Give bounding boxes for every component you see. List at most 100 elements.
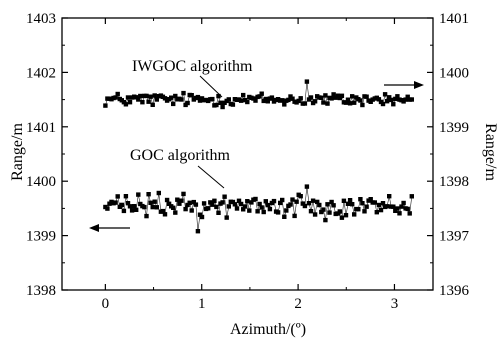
annotation-goc-pointer [197,165,225,189]
data-point [300,201,305,206]
data-point [138,93,143,99]
data-point [214,102,219,108]
data-point [280,197,285,203]
data-point [249,200,254,205]
data-point [343,100,349,105]
data-point [173,93,178,99]
data-point [345,201,351,206]
data-point [214,204,219,210]
data-point [206,206,211,211]
data-point [265,99,270,104]
data-point [261,209,266,215]
data-point [171,205,176,210]
y-axis-title-right: Range/m [482,123,499,181]
data-point [185,100,190,106]
data-point [169,95,174,100]
data-point [405,94,410,99]
y-right-tick-label: 1401 [439,11,469,27]
data-point [290,197,295,202]
data-point [360,102,365,108]
data-point [284,208,289,213]
data-point [140,100,145,105]
data-point [136,97,141,102]
data-point [380,201,386,206]
data-point [347,198,353,203]
data-point [197,212,203,217]
data-point [230,102,236,107]
data-point [177,201,182,206]
data-point [319,209,324,215]
x-tick-label: 1 [198,296,206,312]
data-point [315,199,320,205]
data-point [350,202,355,207]
data-point [321,207,326,212]
data-point [401,200,406,206]
data-point [364,94,369,99]
data-point [331,92,336,97]
y-axis-title-left: Range/m [9,123,26,181]
data-point [271,198,277,204]
x-tick-label: 0 [102,296,110,312]
data-point [243,204,248,209]
data-point [306,201,312,206]
data-point [154,205,159,210]
arrow-right-head [414,81,424,89]
data-point [132,204,137,209]
data-point [171,101,176,107]
data-point [146,99,151,104]
data-point [201,201,207,206]
data-point [263,96,268,102]
data-point [115,194,120,199]
data-point [230,199,236,205]
data-point [384,204,390,209]
annotations: IWGOC algorithm GOC algorithm [89,58,424,232]
data-point [125,201,131,206]
data-point [127,204,133,209]
data-point [115,91,120,97]
data-point [129,208,135,213]
data-series [103,79,414,234]
data-point [312,99,318,104]
data-point [148,94,153,99]
y-right-tick-label: 1396 [439,283,470,299]
data-point [154,97,159,102]
data-point [335,93,340,98]
data-point [241,207,246,212]
data-point [144,213,149,219]
data-point [195,229,201,234]
data-point [339,93,345,98]
data-point [189,208,194,213]
data-point [253,196,258,202]
data-point [372,200,377,205]
data-point [364,204,369,209]
data-point [387,194,392,199]
data-point [197,98,203,103]
data-point [193,202,199,207]
data-point [391,102,396,107]
x-axis-title: Azimuth/(º) [230,321,306,338]
data-point [164,197,170,203]
data-point [397,211,402,216]
data-point [257,201,262,207]
data-point [298,194,303,199]
axis-ticks [62,17,433,291]
data-point [148,200,153,205]
data-point [391,204,396,209]
data-point [356,207,361,212]
arrow-right-axis [384,81,424,89]
data-point [195,94,201,100]
series-goc [103,184,414,234]
data-point [362,209,367,214]
data-point [275,210,281,215]
data-point [150,102,155,107]
y-right-tick-label: 1397 [439,229,470,245]
data-point [308,95,314,100]
data-point [304,184,310,189]
data-point [224,215,229,220]
data-point [325,202,330,207]
data-point [173,210,178,215]
data-point [395,206,400,211]
data-point [226,204,231,209]
y-left-tick-label: 1399 [26,229,56,245]
data-point [245,99,250,105]
